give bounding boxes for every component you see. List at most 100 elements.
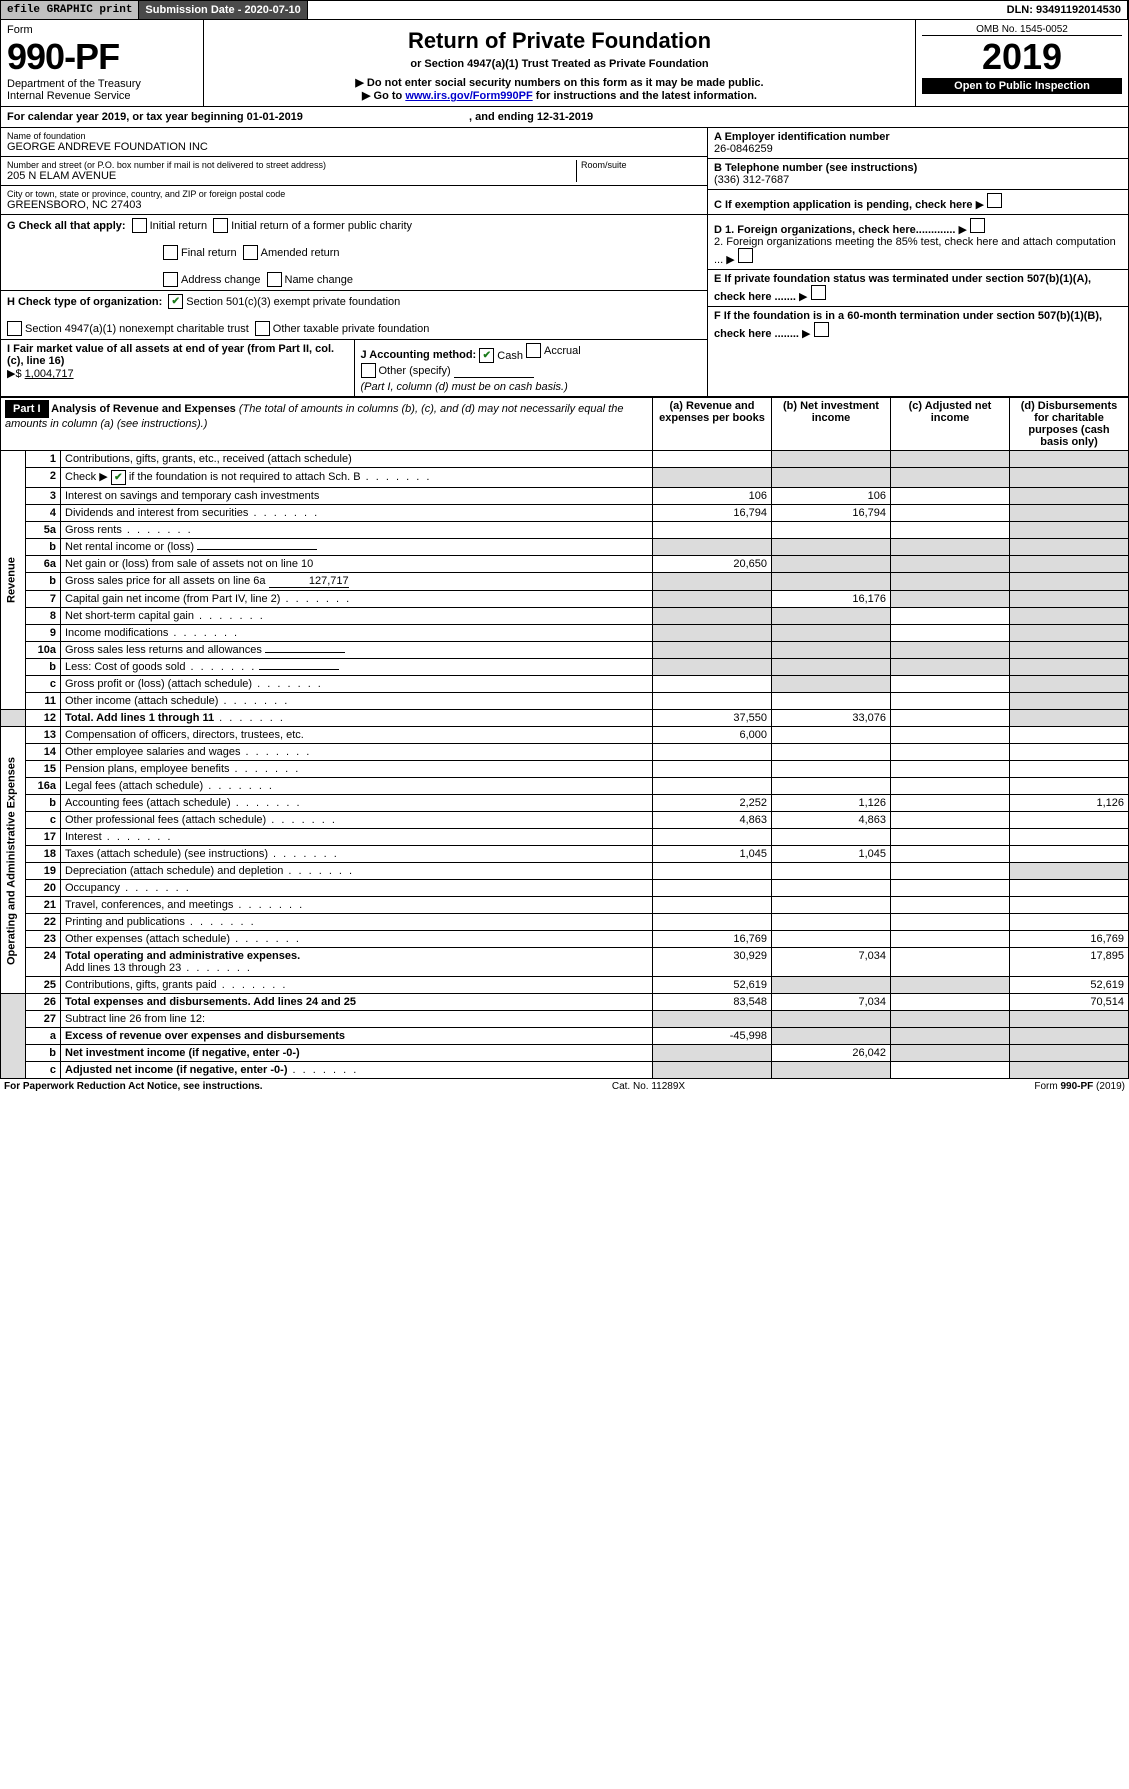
row-text: Income modifications bbox=[61, 625, 653, 642]
ssn-warning: ▶ Do not enter social security numbers o… bbox=[208, 76, 911, 89]
cb-initial[interactable] bbox=[132, 218, 147, 233]
cb-4947[interactable] bbox=[7, 321, 22, 336]
page-footer: For Paperwork Reduction Act Notice, see … bbox=[0, 1079, 1129, 1094]
e-text: E If private foundation status was termi… bbox=[714, 273, 1091, 303]
cell-a: -45,998 bbox=[653, 1028, 772, 1045]
cell-b: 106 bbox=[772, 488, 891, 505]
lbl-namechange: Name change bbox=[285, 274, 354, 286]
foundation-name: GEORGE ANDREVE FOUNDATION INC bbox=[7, 141, 701, 153]
row-num: c bbox=[26, 812, 61, 829]
lbl-amended: Amended return bbox=[261, 247, 340, 259]
i-arrow: ▶$ bbox=[7, 368, 22, 380]
tel-cell: B Telephone number (see instructions) (3… bbox=[708, 159, 1128, 190]
cell-a: 4,863 bbox=[653, 812, 772, 829]
row-num: 11 bbox=[26, 693, 61, 710]
cb-schb[interactable]: ✔ bbox=[111, 470, 126, 485]
cb-address[interactable] bbox=[163, 272, 178, 287]
top-bar: efile GRAPHIC print Submission Date - 20… bbox=[0, 0, 1129, 20]
d1-text: D 1. Foreign organizations, check here..… bbox=[714, 224, 955, 236]
row-text: Total. Add lines 1 through 11 bbox=[61, 710, 653, 727]
cal-end: , and ending 12-31-2019 bbox=[469, 111, 593, 123]
row-text: Other income (attach schedule) bbox=[61, 693, 653, 710]
row-text: Net rental income or (loss) bbox=[61, 539, 653, 556]
city-label: City or town, state or province, country… bbox=[7, 189, 701, 199]
cell-d: 1,126 bbox=[1010, 795, 1129, 812]
cb-e[interactable] bbox=[811, 285, 826, 300]
cb-501c3[interactable]: ✔ bbox=[168, 294, 183, 309]
footer-mid: Cat. No. 11289X bbox=[612, 1081, 685, 1092]
cell-b: 1,126 bbox=[772, 795, 891, 812]
cell-a: 1,045 bbox=[653, 846, 772, 863]
row-text: Other employee salaries and wages bbox=[61, 744, 653, 761]
goto-pre: ▶ Go to bbox=[362, 90, 405, 102]
i-value: 1,004,717 bbox=[25, 368, 74, 380]
cell-a: 16,794 bbox=[653, 505, 772, 522]
cb-d1[interactable] bbox=[970, 218, 985, 233]
cb-otheracct[interactable] bbox=[361, 363, 376, 378]
tel-label: B Telephone number (see instructions) bbox=[714, 162, 1122, 174]
cb-namechange[interactable] bbox=[267, 272, 282, 287]
row-text: Contributions, gifts, grants, etc., rece… bbox=[61, 451, 653, 468]
j-note: (Part I, column (d) must be on cash basi… bbox=[361, 381, 568, 393]
row-text: Gross sales less returns and allowances bbox=[61, 642, 653, 659]
row-text: Interest bbox=[61, 829, 653, 846]
row-text: Gross sales price for all assets on line… bbox=[61, 573, 653, 591]
lbl-501c3: Section 501(c)(3) exempt private foundat… bbox=[186, 296, 400, 308]
ein-label: A Employer identification number bbox=[714, 131, 1122, 143]
row-text: Pension plans, employee benefits bbox=[61, 761, 653, 778]
cell-d: 16,769 bbox=[1010, 931, 1129, 948]
row-text: Net gain or (loss) from sale of assets n… bbox=[61, 556, 653, 573]
goto-link[interactable]: www.irs.gov/Form990PF bbox=[405, 90, 532, 102]
row-num: b bbox=[26, 795, 61, 812]
lbl-initial-former: Initial return of a former public charit… bbox=[231, 220, 412, 232]
part1-badge: Part I bbox=[5, 400, 49, 418]
row-num: 27 bbox=[26, 1011, 61, 1028]
name-label: Name of foundation bbox=[7, 131, 701, 141]
row-num: 26 bbox=[26, 994, 61, 1011]
lbl-initial: Initial return bbox=[150, 220, 207, 232]
cell-a: 52,619 bbox=[653, 977, 772, 994]
cell-a: 83,548 bbox=[653, 994, 772, 1011]
cell-a: 20,650 bbox=[653, 556, 772, 573]
row-num: 16a bbox=[26, 778, 61, 795]
calendar-line: For calendar year 2019, or tax year begi… bbox=[0, 107, 1129, 128]
row-text: Adjusted net income (if negative, enter … bbox=[61, 1062, 653, 1079]
cell-b: 16,794 bbox=[772, 505, 891, 522]
row-num: 8 bbox=[26, 608, 61, 625]
form-subtitle: or Section 4947(a)(1) Trust Treated as P… bbox=[208, 58, 911, 70]
cb-cash[interactable]: ✔ bbox=[479, 348, 494, 363]
expenses-section: Operating and Administrative Expenses bbox=[1, 727, 26, 994]
cell-a: 16,769 bbox=[653, 931, 772, 948]
row-num: c bbox=[26, 1062, 61, 1079]
cell-b: 33,076 bbox=[772, 710, 891, 727]
d-cell: D 1. Foreign organizations, check here..… bbox=[708, 215, 1128, 270]
cell-a: 6,000 bbox=[653, 727, 772, 744]
row-num: b bbox=[26, 573, 61, 591]
cb-f[interactable] bbox=[814, 322, 829, 337]
row-text: Contributions, gifts, grants paid bbox=[61, 977, 653, 994]
cb-c[interactable] bbox=[987, 193, 1002, 208]
row-num: 22 bbox=[26, 914, 61, 931]
cb-final[interactable] bbox=[163, 245, 178, 260]
lbl-4947: Section 4947(a)(1) nonexempt charitable … bbox=[25, 323, 249, 335]
row-num: 6a bbox=[26, 556, 61, 573]
open-to-public: Open to Public Inspection bbox=[922, 78, 1122, 94]
row-num: b bbox=[26, 1045, 61, 1062]
row-text: Capital gain net income (from Part IV, l… bbox=[61, 591, 653, 608]
row-num: 10a bbox=[26, 642, 61, 659]
g-label: G Check all that apply: bbox=[7, 220, 126, 232]
row-text: Net short-term capital gain bbox=[61, 608, 653, 625]
cb-othertax[interactable] bbox=[255, 321, 270, 336]
cb-amended[interactable] bbox=[243, 245, 258, 260]
cell-d: 52,619 bbox=[1010, 977, 1129, 994]
row-text: Taxes (attach schedule) (see instruction… bbox=[61, 846, 653, 863]
cb-d2[interactable] bbox=[738, 248, 753, 263]
revenue-section: Revenue bbox=[1, 451, 26, 710]
row-text: Dividends and interest from securities bbox=[61, 505, 653, 522]
row-text: Depreciation (attach schedule) and deple… bbox=[61, 863, 653, 880]
cb-accrual[interactable] bbox=[526, 343, 541, 358]
cb-initial-former[interactable] bbox=[213, 218, 228, 233]
col-c-header: (c) Adjusted net income bbox=[891, 398, 1010, 451]
c-cell: C If exemption application is pending, c… bbox=[708, 190, 1128, 215]
cell-a: 37,550 bbox=[653, 710, 772, 727]
